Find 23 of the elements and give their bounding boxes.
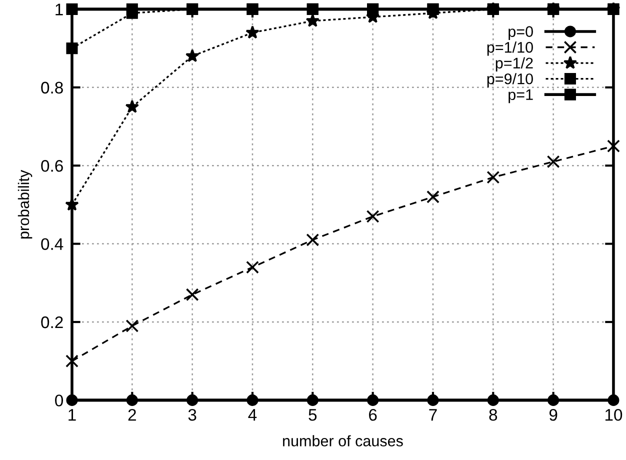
- y-tick-label: 1: [56, 4, 63, 16]
- legend-label: p=0: [508, 26, 533, 40]
- x-tick-label: 6: [369, 408, 377, 421]
- legend-label: p=1/2: [496, 57, 533, 72]
- legend-label: p=9/10: [487, 73, 533, 88]
- y-tick-label: 0.6: [41, 160, 63, 172]
- y-axis-title: probability: [18, 170, 32, 239]
- legend-label: p=1/10: [487, 42, 533, 56]
- x-tick-label: 4: [248, 409, 257, 421]
- legend-label: p=1: [508, 89, 533, 104]
- x-tick-label: 7: [429, 409, 437, 421]
- x-tick-label: 2: [128, 408, 136, 421]
- x-tick-label: 1: [68, 409, 76, 421]
- y-tick-label: 0.8: [41, 82, 63, 94]
- y-tick-label: 0.4: [41, 238, 64, 250]
- y-tick-label: 0: [55, 394, 64, 406]
- x-tick-label: 5: [308, 409, 317, 421]
- y-tick-label: 0.2: [41, 316, 63, 328]
- x-tick-label: 3: [188, 408, 196, 421]
- x-axis-title: number of causes: [283, 435, 403, 446]
- x-tick-label: 8: [489, 408, 498, 421]
- x-tick-label: 10: [605, 408, 622, 421]
- x-tick-label: 9: [549, 408, 558, 421]
